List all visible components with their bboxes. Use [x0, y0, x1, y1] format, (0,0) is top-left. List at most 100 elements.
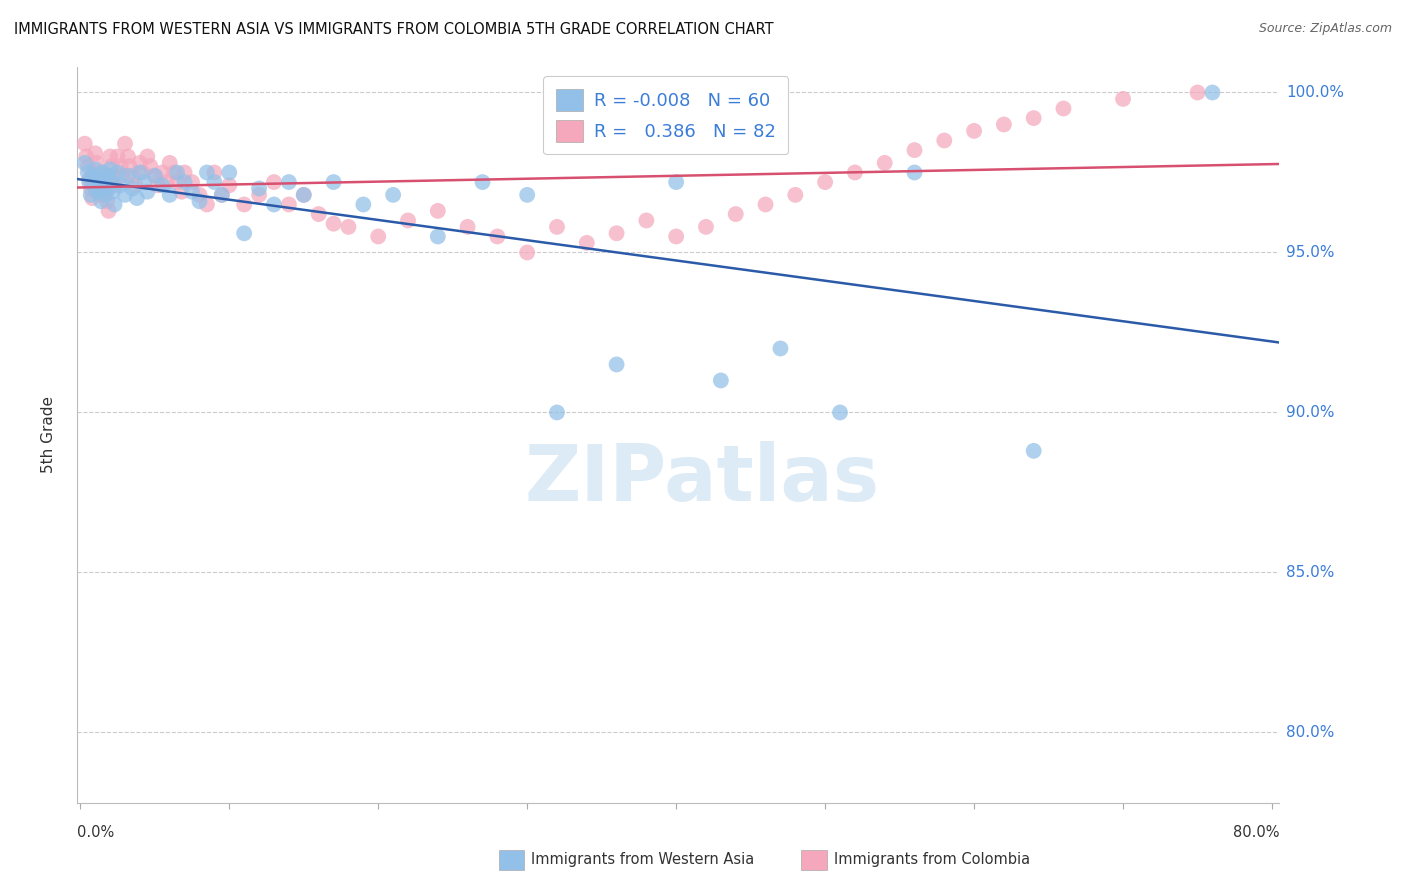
Point: [173, 175, 195, 189]
Point: [785, 187, 807, 202]
Point: [97, 203, 120, 218]
Point: [170, 185, 193, 199]
Point: [322, 175, 344, 189]
Point: [471, 175, 494, 189]
Point: [263, 197, 285, 211]
Point: [156, 175, 179, 189]
Point: [337, 219, 360, 234]
Point: [903, 165, 925, 179]
Point: [128, 156, 150, 170]
Point: [103, 178, 125, 193]
Point: [963, 124, 986, 138]
Point: [150, 165, 173, 179]
Point: [1112, 92, 1135, 106]
Point: [195, 165, 218, 179]
Point: [163, 165, 186, 179]
Point: [546, 405, 568, 419]
Point: [98, 162, 121, 177]
Point: [188, 187, 211, 202]
Point: [134, 175, 156, 189]
Point: [202, 165, 225, 179]
Text: 100.0%: 100.0%: [1286, 85, 1344, 100]
Point: [84, 162, 107, 177]
Point: [292, 187, 315, 202]
Point: [121, 169, 143, 183]
Point: [93, 175, 115, 189]
Point: [1022, 111, 1045, 125]
Point: [125, 191, 148, 205]
Point: [769, 342, 792, 356]
Point: [82, 191, 104, 205]
Point: [575, 235, 598, 250]
Point: [83, 178, 105, 193]
Point: [101, 185, 124, 199]
Point: [247, 187, 270, 202]
Point: [96, 194, 118, 209]
Point: [695, 219, 717, 234]
Point: [146, 178, 169, 193]
Point: [873, 156, 896, 170]
Point: [754, 197, 776, 211]
Text: IMMIGRANTS FROM WESTERN ASIA VS IMMIGRANTS FROM COLOMBIA 5TH GRADE CORRELATION C: IMMIGRANTS FROM WESTERN ASIA VS IMMIGRAN…: [14, 22, 773, 37]
Point: [308, 207, 330, 221]
Y-axis label: 5th Grade: 5th Grade: [42, 396, 56, 474]
Point: [139, 159, 162, 173]
Point: [724, 207, 747, 221]
Point: [1201, 86, 1223, 100]
Text: Source: ZipAtlas.com: Source: ZipAtlas.com: [1258, 22, 1392, 36]
Text: Immigrants from Western Asia: Immigrants from Western Asia: [531, 853, 755, 867]
Point: [83, 165, 105, 179]
Text: 95.0%: 95.0%: [1286, 245, 1334, 260]
Point: [277, 175, 299, 189]
Point: [114, 187, 136, 202]
Point: [382, 187, 405, 202]
Point: [516, 187, 538, 202]
Text: Immigrants from Colombia: Immigrants from Colombia: [834, 853, 1029, 867]
Point: [426, 203, 449, 218]
Point: [75, 149, 97, 163]
Point: [110, 178, 132, 193]
Point: [73, 136, 96, 151]
Point: [150, 178, 173, 193]
Text: 90.0%: 90.0%: [1286, 405, 1334, 420]
Point: [86, 156, 108, 170]
Legend: R = -0.008   N = 60, R =   0.386   N = 82: R = -0.008 N = 60, R = 0.386 N = 82: [543, 76, 789, 154]
Point: [111, 169, 134, 183]
Point: [100, 159, 122, 173]
Point: [277, 197, 299, 211]
Point: [94, 185, 117, 199]
Point: [128, 165, 150, 179]
Point: [166, 175, 188, 189]
Point: [107, 165, 129, 179]
Point: [218, 178, 240, 193]
Point: [91, 165, 114, 179]
Point: [993, 118, 1015, 132]
Point: [77, 172, 100, 186]
Point: [110, 159, 132, 173]
Point: [352, 197, 374, 211]
Point: [98, 149, 121, 163]
Point: [636, 213, 658, 227]
Point: [546, 219, 568, 234]
Point: [263, 175, 285, 189]
Text: 80.0%: 80.0%: [1286, 725, 1334, 739]
Point: [90, 194, 112, 209]
Point: [211, 187, 233, 202]
Point: [143, 169, 166, 183]
Point: [247, 181, 270, 195]
Point: [844, 165, 866, 179]
Point: [211, 187, 233, 202]
Point: [1052, 102, 1074, 116]
Text: 85.0%: 85.0%: [1286, 565, 1334, 580]
Point: [89, 181, 111, 195]
Point: [80, 187, 103, 202]
Point: [89, 178, 111, 193]
Point: [665, 175, 688, 189]
Point: [136, 149, 159, 163]
Text: 80.0%: 80.0%: [1233, 825, 1279, 840]
Point: [486, 229, 509, 244]
Point: [100, 175, 122, 189]
Point: [80, 181, 103, 195]
Point: [143, 169, 166, 183]
Text: ZIPatlas: ZIPatlas: [524, 441, 880, 517]
